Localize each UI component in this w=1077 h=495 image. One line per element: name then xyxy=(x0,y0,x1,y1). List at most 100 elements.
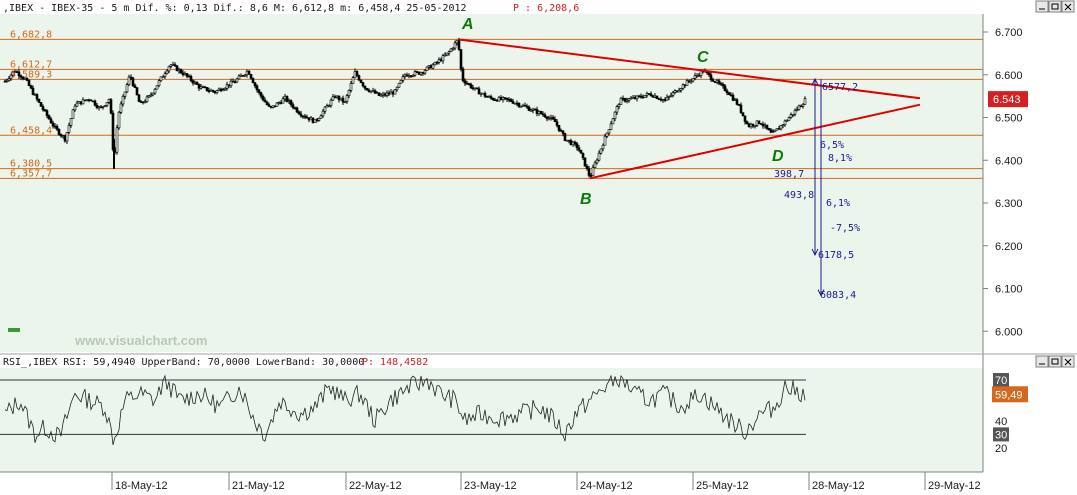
candle-down xyxy=(711,79,715,82)
price-header-p: P : 6,208,6 xyxy=(513,3,579,14)
candle-down xyxy=(213,91,217,93)
candle-up xyxy=(121,96,125,105)
candle-down xyxy=(45,110,49,116)
level-label: 6,357,7 xyxy=(10,168,52,179)
candle-up xyxy=(331,96,335,101)
candle-up xyxy=(395,86,399,91)
candle-up xyxy=(75,102,79,107)
candle-up xyxy=(519,105,523,108)
candle-up xyxy=(617,104,621,107)
candle-down xyxy=(175,65,179,72)
candle-down xyxy=(573,141,577,145)
rsi-header: RSI_,IBEX RSI: 59,4940 UpperBand: 70,000… xyxy=(3,357,364,368)
rsi-band-tick-box xyxy=(993,373,1009,387)
candle-down xyxy=(141,101,145,104)
candle-up xyxy=(397,82,401,88)
candle-down xyxy=(131,77,135,86)
candle-up xyxy=(81,99,85,105)
candle-down xyxy=(731,94,735,101)
candle-down xyxy=(717,80,721,84)
candle-up xyxy=(159,76,163,81)
candle-up xyxy=(801,104,805,107)
candle-up xyxy=(431,64,435,69)
candle-down xyxy=(469,83,473,89)
candle-up xyxy=(171,64,175,66)
candle-up xyxy=(445,52,449,56)
candle-down xyxy=(189,75,193,81)
candle-up xyxy=(161,76,165,78)
candle-up xyxy=(157,80,161,86)
candle-down xyxy=(541,113,545,116)
level-label: 6,612,7 xyxy=(10,59,52,70)
price-tick-label: 6.100 xyxy=(995,284,1023,296)
pattern-point-label: A xyxy=(461,16,474,33)
candle-up xyxy=(783,120,787,126)
candle-down xyxy=(543,114,547,118)
price-tick-label: 6.000 xyxy=(995,326,1023,338)
candle-up xyxy=(117,112,121,129)
candle-up xyxy=(593,162,597,168)
candle-up xyxy=(685,80,689,86)
candle-down xyxy=(49,118,53,124)
current-price-box xyxy=(988,91,1028,108)
candle-up xyxy=(679,88,683,91)
candle-up xyxy=(199,86,203,89)
candle-up xyxy=(71,109,75,119)
rsi-current-label: 59,49 xyxy=(995,389,1023,401)
candle-down xyxy=(63,135,67,142)
candle-down xyxy=(435,61,439,64)
candle-down xyxy=(47,115,51,120)
candle-up xyxy=(327,105,331,107)
candle-up xyxy=(643,95,647,98)
candle-down xyxy=(767,128,771,131)
candle-down xyxy=(207,90,211,92)
candle-down xyxy=(725,90,729,93)
price-axis: 6.700 6.600 6.500 6.400 6.300 6.200 6.100 6.000… xyxy=(983,27,1028,338)
candle-up xyxy=(155,85,159,90)
candle-down xyxy=(19,75,23,78)
candle-up xyxy=(797,105,801,110)
candle-down xyxy=(759,123,763,125)
support-resistance-levels: 6,682,8 6,612,76,589,3 6,458,4 6,380,56,357… xyxy=(0,29,983,179)
candle-down xyxy=(557,125,561,131)
price-panel-background[interactable] xyxy=(0,14,983,352)
candle-down xyxy=(203,86,207,89)
candle-up xyxy=(239,75,243,77)
candle-up xyxy=(97,106,101,109)
candle-up xyxy=(451,47,455,50)
candle-up xyxy=(665,96,669,101)
panel-collapse-tab[interactable] xyxy=(8,328,20,332)
maximize-button[interactable] xyxy=(1048,0,1062,13)
projection-label: 6577,2 xyxy=(822,82,858,93)
candle-up xyxy=(627,98,631,101)
candle-down xyxy=(563,133,567,142)
minimize-button[interactable] xyxy=(1035,0,1049,13)
rsi-minimize-button[interactable] xyxy=(1035,355,1049,368)
candle-up xyxy=(529,110,533,112)
candle-up xyxy=(347,90,351,96)
rsi-maximize-button[interactable] xyxy=(1048,355,1062,368)
candle-up xyxy=(669,95,673,97)
candle-down xyxy=(517,103,521,107)
projection-arrow-1 xyxy=(811,248,819,257)
candle-down xyxy=(247,70,251,75)
candle-up xyxy=(193,81,197,84)
projection-label: 398,7 xyxy=(774,169,804,180)
candle-up xyxy=(677,90,681,93)
candle-down xyxy=(37,98,41,103)
candle-up xyxy=(9,74,13,79)
candle-down xyxy=(587,168,591,176)
candle-up xyxy=(209,89,213,92)
candle-down xyxy=(89,99,93,102)
candle-down xyxy=(285,95,289,102)
candle-up xyxy=(393,89,397,95)
candle-up xyxy=(597,152,601,161)
candle-up xyxy=(343,101,347,103)
candle-down xyxy=(707,72,711,76)
projection-label: 6,1% xyxy=(826,198,850,209)
candle-down xyxy=(623,98,627,102)
candle-up xyxy=(151,92,155,96)
rsi-line xyxy=(4,374,806,445)
